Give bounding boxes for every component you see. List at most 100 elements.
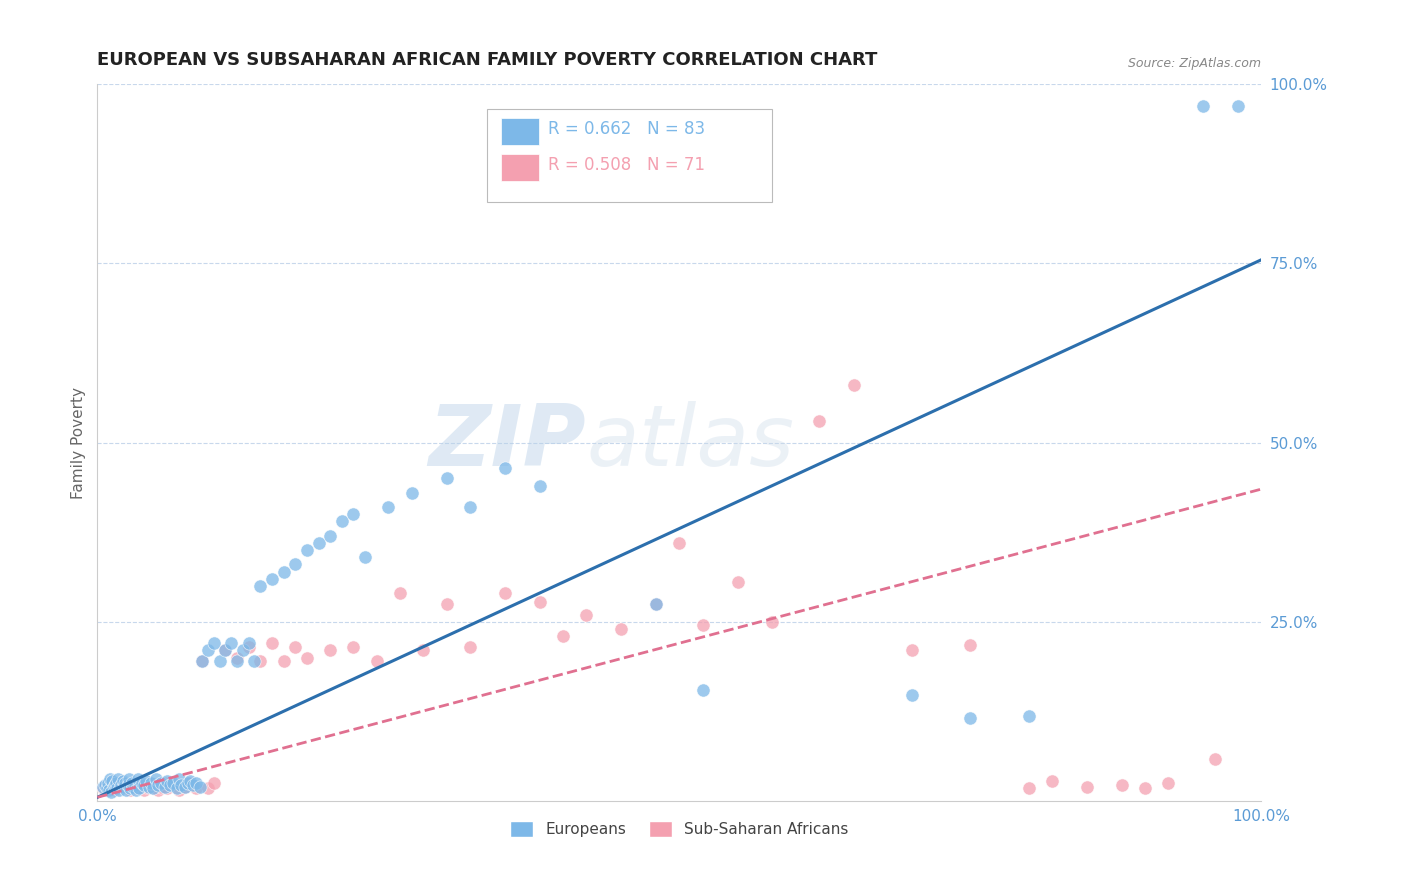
- Point: [959, 711, 981, 725]
- Point: [186, 776, 208, 790]
- Point: [208, 654, 231, 668]
- Point: [110, 778, 132, 792]
- Point: [173, 780, 195, 794]
- Point: [575, 607, 598, 622]
- Point: [110, 780, 132, 794]
- Text: ZIP: ZIP: [429, 401, 586, 484]
- Point: [159, 778, 181, 792]
- Point: [232, 643, 254, 657]
- Point: [112, 780, 135, 794]
- Point: [118, 780, 141, 795]
- Point: [412, 643, 434, 657]
- Point: [401, 485, 423, 500]
- Point: [551, 629, 574, 643]
- Point: [761, 615, 783, 629]
- FancyBboxPatch shape: [502, 118, 538, 145]
- Point: [186, 780, 208, 795]
- Point: [692, 618, 714, 632]
- Point: [191, 654, 214, 668]
- Point: [645, 597, 668, 611]
- Point: [114, 780, 136, 795]
- Point: [197, 643, 219, 657]
- Point: [692, 682, 714, 697]
- Point: [146, 778, 169, 792]
- Point: [150, 776, 173, 790]
- Point: [170, 778, 193, 792]
- Point: [91, 780, 114, 794]
- Point: [127, 780, 149, 795]
- Point: [458, 640, 481, 654]
- Point: [139, 776, 162, 790]
- Point: [115, 783, 138, 797]
- Point: [377, 500, 399, 514]
- Point: [111, 776, 134, 790]
- Point: [260, 572, 283, 586]
- Point: [96, 783, 118, 797]
- Point: [202, 636, 225, 650]
- Point: [197, 780, 219, 795]
- Point: [191, 654, 214, 668]
- Point: [167, 783, 190, 797]
- Point: [238, 640, 260, 654]
- Point: [1111, 778, 1133, 792]
- Text: EUROPEAN VS SUBSAHARAN AFRICAN FAMILY POVERTY CORRELATION CHART: EUROPEAN VS SUBSAHARAN AFRICAN FAMILY PO…: [97, 51, 877, 69]
- Point: [100, 780, 122, 795]
- FancyBboxPatch shape: [488, 109, 772, 202]
- Point: [238, 636, 260, 650]
- Point: [94, 780, 117, 794]
- Point: [153, 780, 176, 794]
- Point: [645, 597, 668, 611]
- Point: [273, 654, 295, 668]
- Point: [273, 565, 295, 579]
- Point: [226, 654, 249, 668]
- Point: [249, 654, 271, 668]
- Point: [1204, 752, 1226, 766]
- Point: [107, 780, 129, 795]
- Point: [901, 643, 924, 657]
- Point: [1018, 709, 1040, 723]
- Point: [308, 536, 330, 550]
- Point: [138, 776, 160, 790]
- Point: [145, 772, 167, 787]
- Point: [101, 773, 124, 788]
- Point: [214, 643, 236, 657]
- Point: [135, 773, 157, 788]
- Point: [121, 780, 143, 794]
- Point: [104, 783, 127, 797]
- Point: [177, 776, 200, 790]
- Point: [436, 597, 458, 611]
- Point: [842, 378, 865, 392]
- Point: [98, 772, 121, 787]
- Point: [167, 772, 190, 787]
- Point: [295, 650, 318, 665]
- Point: [114, 776, 136, 790]
- Point: [122, 780, 145, 794]
- Y-axis label: Family Poverty: Family Poverty: [72, 386, 86, 499]
- Point: [1040, 773, 1063, 788]
- Text: R = 0.508   N = 71: R = 0.508 N = 71: [548, 156, 704, 174]
- Point: [98, 783, 121, 797]
- Point: [98, 778, 121, 792]
- Point: [94, 778, 117, 792]
- Point: [145, 778, 167, 792]
- Point: [124, 778, 146, 792]
- Point: [494, 460, 516, 475]
- Point: [96, 780, 118, 795]
- Point: [494, 586, 516, 600]
- Point: [354, 550, 377, 565]
- Point: [127, 772, 149, 787]
- Point: [243, 654, 266, 668]
- Point: [181, 778, 204, 792]
- Point: [118, 783, 141, 797]
- Point: [388, 586, 411, 600]
- Point: [135, 780, 157, 794]
- Point: [959, 638, 981, 652]
- Point: [107, 772, 129, 787]
- Point: [132, 783, 155, 797]
- Point: [1227, 98, 1250, 112]
- Point: [219, 636, 242, 650]
- Point: [319, 529, 342, 543]
- Point: [202, 776, 225, 790]
- Point: [808, 414, 831, 428]
- Point: [1133, 780, 1156, 795]
